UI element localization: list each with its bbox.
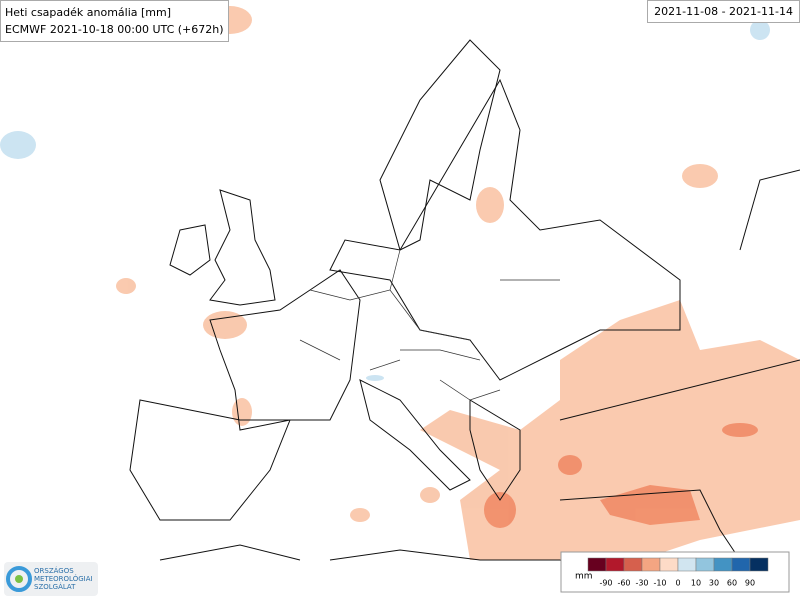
logo-icon (6, 566, 32, 592)
legend-swatch (749, 557, 769, 572)
legend-tick-label: 30 (709, 579, 719, 588)
legend-tick-label: 0 (675, 579, 680, 588)
legend-swatch (605, 557, 625, 572)
legend-swatch (713, 557, 733, 572)
subtitle: ECMWF 2021-10-18 00:00 UTC (+672h) (5, 23, 224, 36)
logo: ORSZÁGOS METEOROLÓGIAI SZOLGÁLAT (4, 562, 98, 596)
coastlines (129, 39, 800, 581)
legend-tick-label: -90 (599, 579, 612, 588)
title: Heti csapadék anomália [mm] (5, 6, 172, 19)
legend-tick-label: -30 (635, 579, 648, 588)
logo-text: ORSZÁGOS METEOROLÓGIAI SZOLGÁLAT (34, 567, 93, 591)
anomaly-areas (116, 6, 800, 560)
legend-swatch (587, 557, 607, 572)
legend-swatch (623, 557, 643, 572)
legend-swatch (641, 557, 661, 572)
legend-swatch (695, 557, 715, 572)
logo-line: METEOROLÓGIAI (34, 575, 93, 583)
legend-tick-label: -10 (653, 579, 666, 588)
legend-swatch (677, 557, 697, 572)
legend-unit: mm (575, 572, 593, 582)
legend-swatch (659, 557, 679, 572)
logo-line: ORSZÁGOS (34, 567, 74, 575)
legend-tick-label: -60 (617, 579, 630, 588)
lakes (0, 20, 770, 381)
borders (299, 249, 560, 401)
date-range: 2021-11-08 - 2021-11-14 (647, 0, 800, 23)
legend-swatch (731, 557, 751, 572)
header: Heti csapadék anomália [mm] ECMWF 2021-1… (0, 0, 229, 42)
logo-line: SZOLGÁLAT (34, 583, 76, 591)
legend: mm -90 -60 -30 -10 0 10 30 60 90 (560, 551, 790, 593)
legend-tick-label: 10 (691, 579, 701, 588)
legend-tick-label: 60 (727, 579, 737, 588)
legend-tick-label: 90 (745, 579, 755, 588)
